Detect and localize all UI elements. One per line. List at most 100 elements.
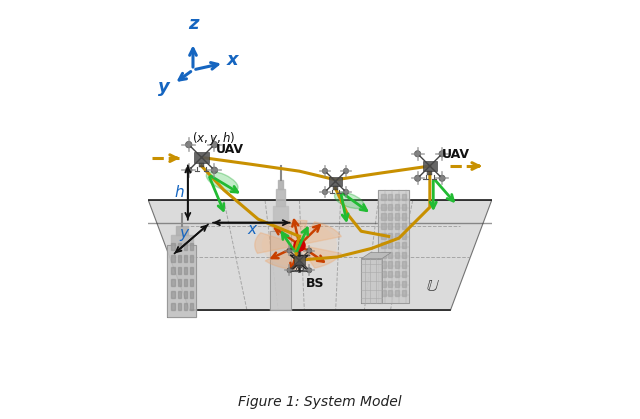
Bar xyxy=(395,204,399,210)
Circle shape xyxy=(343,189,349,195)
Circle shape xyxy=(343,168,349,174)
Bar xyxy=(395,223,399,229)
Bar xyxy=(395,290,399,297)
Ellipse shape xyxy=(206,172,238,191)
Bar xyxy=(388,271,392,277)
Bar xyxy=(395,242,399,248)
Bar xyxy=(333,186,338,189)
Bar xyxy=(381,213,385,220)
Text: $\mathbb{U}$: $\mathbb{U}$ xyxy=(426,277,440,295)
Bar xyxy=(190,267,193,274)
Bar xyxy=(190,279,193,286)
Text: y: y xyxy=(158,78,170,96)
Bar xyxy=(402,271,406,277)
Bar xyxy=(184,303,187,310)
Bar xyxy=(402,194,406,200)
Bar xyxy=(381,252,385,258)
Bar xyxy=(381,223,385,229)
Circle shape xyxy=(439,150,445,157)
Bar xyxy=(388,242,392,248)
Polygon shape xyxy=(171,235,193,245)
Text: $x$: $x$ xyxy=(247,222,259,238)
Circle shape xyxy=(287,268,292,273)
Bar xyxy=(177,267,181,274)
Bar xyxy=(395,261,399,268)
Bar xyxy=(298,265,301,268)
Bar xyxy=(184,279,187,286)
Polygon shape xyxy=(148,200,492,310)
Bar xyxy=(172,267,175,274)
Polygon shape xyxy=(361,253,391,259)
Bar xyxy=(329,177,342,186)
Bar xyxy=(402,242,406,248)
Bar xyxy=(381,281,385,287)
Text: $h$: $h$ xyxy=(174,184,184,200)
Bar xyxy=(395,271,399,277)
Bar xyxy=(172,255,175,262)
Ellipse shape xyxy=(262,222,337,267)
Circle shape xyxy=(307,248,312,253)
Bar xyxy=(177,291,181,298)
Bar xyxy=(381,204,385,210)
Bar xyxy=(395,281,399,287)
Polygon shape xyxy=(300,245,341,268)
Bar xyxy=(402,261,406,268)
Bar xyxy=(395,252,399,258)
Text: Figure 1: System Model: Figure 1: System Model xyxy=(238,395,402,409)
Bar xyxy=(184,243,187,250)
Bar xyxy=(381,194,385,200)
Bar xyxy=(194,152,209,163)
Bar xyxy=(177,279,181,286)
Text: $(x, y, h)$: $(x, y, h)$ xyxy=(192,130,236,147)
Text: BS: BS xyxy=(307,277,324,290)
Bar xyxy=(402,290,406,297)
Polygon shape xyxy=(265,245,300,269)
Circle shape xyxy=(307,268,312,273)
Bar xyxy=(199,163,204,167)
Bar xyxy=(177,303,181,310)
Bar xyxy=(388,213,392,220)
Circle shape xyxy=(415,150,420,157)
Bar xyxy=(388,194,392,200)
Text: x: x xyxy=(227,51,238,69)
Bar xyxy=(190,291,193,298)
Bar xyxy=(402,204,406,210)
Bar xyxy=(184,291,187,298)
Polygon shape xyxy=(270,231,291,310)
Circle shape xyxy=(439,175,445,181)
Polygon shape xyxy=(176,226,188,235)
Bar xyxy=(172,243,175,250)
Circle shape xyxy=(211,167,218,173)
Bar xyxy=(388,223,392,229)
Bar xyxy=(190,243,193,250)
Bar xyxy=(402,252,406,258)
Bar xyxy=(402,213,406,220)
Bar xyxy=(395,213,399,220)
Polygon shape xyxy=(276,189,285,207)
Circle shape xyxy=(323,189,328,195)
Bar xyxy=(294,256,305,264)
Circle shape xyxy=(415,175,420,181)
Bar xyxy=(190,255,193,262)
Bar xyxy=(190,303,193,310)
Bar xyxy=(172,291,175,298)
Text: $y$: $y$ xyxy=(179,228,190,243)
Text: UAV: UAV xyxy=(216,143,244,156)
Polygon shape xyxy=(271,220,307,245)
Text: UAV: UAV xyxy=(442,147,470,160)
Bar xyxy=(428,171,433,176)
Bar xyxy=(388,252,392,258)
Polygon shape xyxy=(278,181,284,189)
Text: z: z xyxy=(188,15,198,33)
Bar xyxy=(184,255,187,262)
Bar xyxy=(388,261,392,268)
Bar xyxy=(177,243,181,250)
Bar xyxy=(402,223,406,229)
Bar xyxy=(381,290,385,297)
Ellipse shape xyxy=(335,192,364,208)
Bar xyxy=(177,255,181,262)
Bar xyxy=(381,233,385,239)
Bar xyxy=(172,303,175,310)
Polygon shape xyxy=(255,233,300,253)
Polygon shape xyxy=(167,245,196,317)
